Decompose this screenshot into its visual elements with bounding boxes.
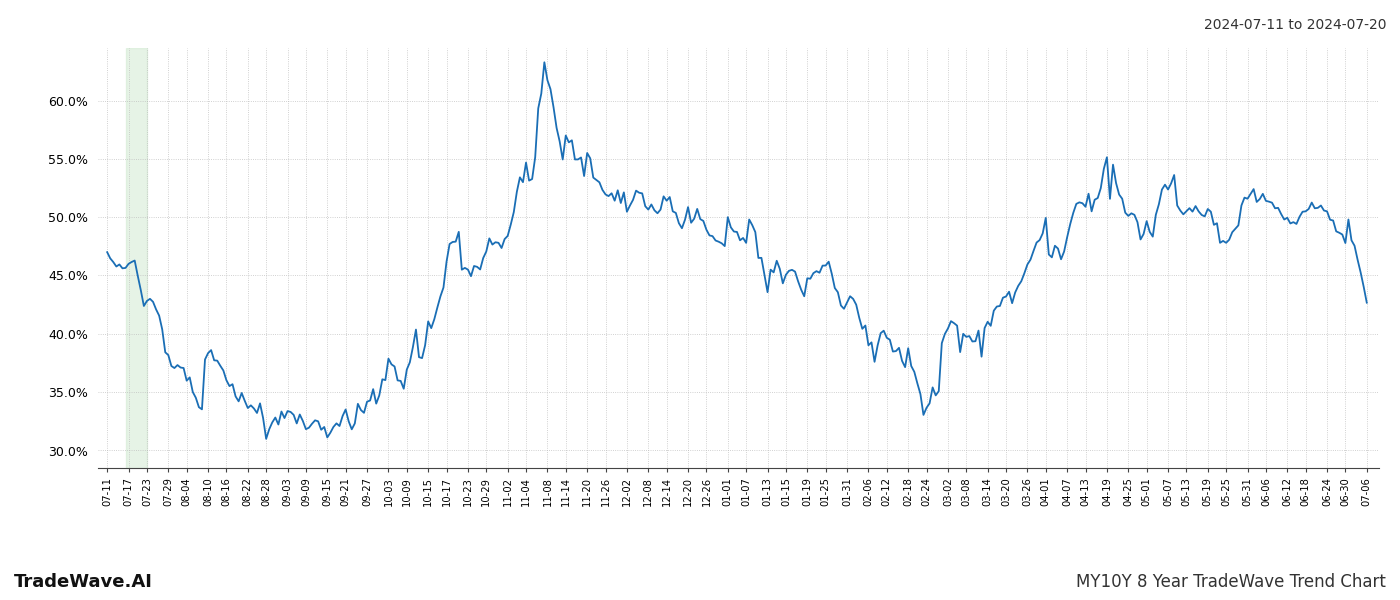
Text: MY10Y 8 Year TradeWave Trend Chart: MY10Y 8 Year TradeWave Trend Chart [1077, 573, 1386, 591]
Text: 2024-07-11 to 2024-07-20: 2024-07-11 to 2024-07-20 [1204, 18, 1386, 32]
Bar [126, 48, 147, 468]
Text: TradeWave.AI: TradeWave.AI [14, 573, 153, 591]
